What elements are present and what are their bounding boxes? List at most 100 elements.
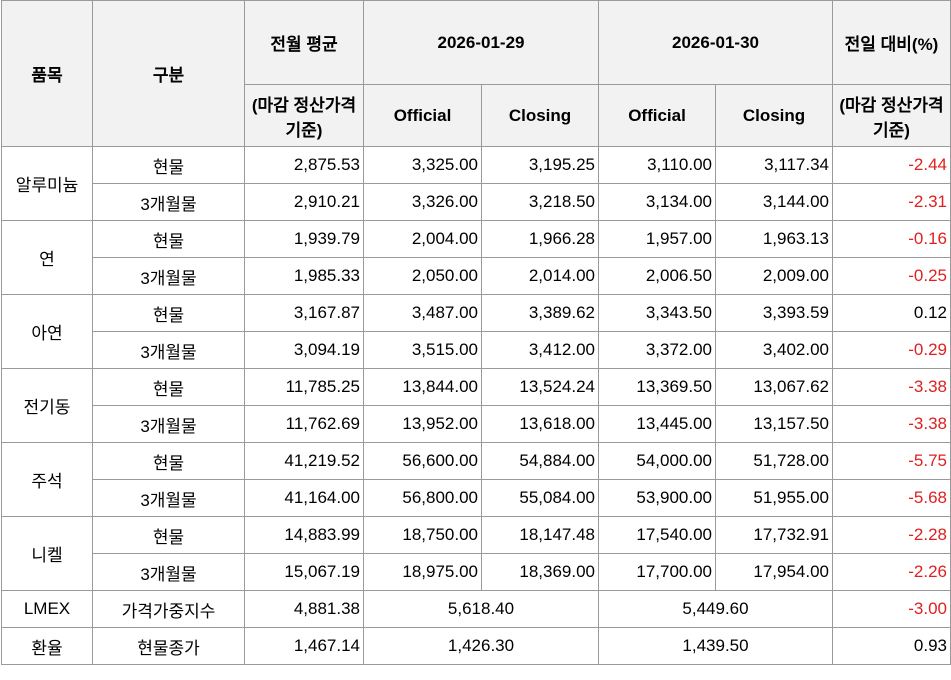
value-cell: 3,218.50: [481, 183, 599, 221]
value-cell: 18,750.00: [363, 516, 482, 554]
type-cell: 현물: [92, 442, 245, 480]
value-cell: 2,004.00: [363, 220, 482, 258]
value-cell: 2,009.00: [715, 257, 833, 295]
type-cell: 3개월물: [92, 257, 245, 295]
value-cell: 51,955.00: [715, 479, 833, 517]
value-cell: 3,412.00: [481, 331, 599, 369]
data-row: 3개월물 15,067.19 18,975.00 18,369.00 17,700.00…: [2, 553, 951, 591]
value-cell: 53,900.00: [598, 479, 716, 517]
type-cell: 3개월물: [92, 553, 245, 591]
change-cell: -2.26: [832, 553, 951, 591]
value-cell: 17,954.00: [715, 553, 833, 591]
item-cell: 환율: [1, 627, 93, 665]
data-row: 니켈 현물 14,883.99 18,750.00 18,147.48 17,540.00…: [1, 516, 951, 591]
value-cell: 13,952.00: [363, 405, 482, 443]
value-cell: 41,219.52: [244, 442, 364, 480]
value-cell: 18,975.00: [363, 553, 482, 591]
data-row: LMEX 가격가중지수 4,881.38 5,618.40 5,449.60 -3.00: [1, 590, 951, 628]
change-cell: 0.93: [832, 627, 951, 665]
data-row: 아연 현물 3,167.87 3,487.00 3,389.62 3,343.50 3,39…: [1, 294, 951, 369]
change-cell: -3.00: [832, 590, 951, 628]
prev-avg-header: 전월 평균: [244, 0, 364, 85]
value-cell: 13,369.50: [598, 368, 716, 406]
value-cell: 1,966.28: [481, 220, 599, 258]
value-cell: 54,884.00: [481, 442, 599, 480]
value-cell: 56,800.00: [363, 479, 482, 517]
type-cell: 3개월물: [92, 405, 245, 443]
data-row: 연 현물 1,939.79 2,004.00 1,966.28 1,957.00 1,963…: [1, 220, 951, 295]
value-cell: 3,326.00: [363, 183, 482, 221]
value-cell: 4,881.38: [244, 590, 364, 628]
value-cell: 3,389.62: [481, 294, 599, 332]
type-cell: 가격가중지수: [92, 590, 245, 628]
item-cell: 전기동: [1, 368, 93, 443]
value-cell: 3,515.00: [363, 331, 482, 369]
type-cell: 현물: [92, 146, 245, 184]
item-cell: 주석: [1, 442, 93, 517]
value-cell: 56,600.00: [363, 442, 482, 480]
data-row: 전기동 현물 11,785.25 13,844.00 13,524.24 13,369.5…: [1, 368, 951, 443]
data-row: 환율 현물종가 1,467.14 1,426.30 1,439.50 0.93: [1, 627, 951, 665]
value-cell: 15,067.19: [244, 553, 364, 591]
value-cell: 13,067.62: [715, 368, 833, 406]
item-cell: 연: [1, 220, 93, 295]
value-cell: 3,144.00: [715, 183, 833, 221]
value-cell: 3,195.25: [481, 146, 599, 184]
value-cell: 2,006.50: [598, 257, 716, 295]
value-cell: 3,117.34: [715, 146, 833, 184]
value-cell: 2,014.00: [481, 257, 599, 295]
value-cell: 55,084.00: [481, 479, 599, 517]
value-cell: 3,110.00: [598, 146, 716, 184]
data-row: 3개월물 3,094.19 3,515.00 3,412.00 3,372.00 3,40…: [2, 331, 951, 369]
value-cell: 3,167.87: [244, 294, 364, 332]
value-cell: 3,343.50: [598, 294, 716, 332]
item-cell: 아연: [1, 294, 93, 369]
change-cell: -0.16: [832, 220, 951, 258]
change-cell: -5.68: [832, 479, 951, 517]
value-cell: 13,524.24: [481, 368, 599, 406]
change-header: 전일 대비(%): [832, 0, 951, 85]
change-cell: -5.75: [832, 442, 951, 480]
sub-header: Official: [598, 84, 716, 147]
type-cell: 3개월물: [92, 479, 245, 517]
value-cell: 18,369.00: [481, 553, 599, 591]
date-header: 2026-01-30: [598, 0, 833, 85]
type-cell: 현물종가: [92, 627, 245, 665]
value-cell: 5,449.60: [598, 590, 833, 628]
value-cell: 2,875.53: [244, 146, 364, 184]
value-cell: 3,402.00: [715, 331, 833, 369]
type-cell: 3개월물: [92, 183, 245, 221]
header-row: 품목 구분 전월 평균 2026-01-29 2026-01-30 전일 대비(…: [1, 0, 951, 147]
value-cell: 13,618.00: [481, 405, 599, 443]
sub-header: Closing: [481, 84, 599, 147]
value-cell: 1,963.13: [715, 220, 833, 258]
value-cell: 5,618.40: [363, 590, 599, 628]
type-cell: 3개월물: [92, 331, 245, 369]
value-cell: 1,985.33: [244, 257, 364, 295]
data-row: 3개월물 41,164.00 56,800.00 55,084.00 53,900.00…: [2, 479, 951, 517]
date-header: 2026-01-29: [363, 0, 599, 85]
type-cell: 현물: [92, 368, 245, 406]
value-cell: 3,393.59: [715, 294, 833, 332]
item-header: 품목: [1, 0, 93, 147]
data-row: 3개월물 1,985.33 2,050.00 2,014.00 2,006.50 2,00…: [2, 257, 951, 295]
change-cell: -2.31: [832, 183, 951, 221]
value-cell: 1,957.00: [598, 220, 716, 258]
change-cell: -3.38: [832, 405, 951, 443]
header-row: (마감 정산가격 기준) Official Closing Official C…: [2, 84, 951, 147]
type-cell: 현물: [92, 220, 245, 258]
value-cell: 1,467.14: [244, 627, 364, 665]
value-cell: 11,785.25: [244, 368, 364, 406]
value-cell: 1,939.79: [244, 220, 364, 258]
value-cell: 3,134.00: [598, 183, 716, 221]
value-cell: 3,325.00: [363, 146, 482, 184]
item-cell: LMEX: [1, 590, 93, 628]
value-cell: 2,910.21: [244, 183, 364, 221]
value-cell: 13,844.00: [363, 368, 482, 406]
value-cell: 17,540.00: [598, 516, 716, 554]
value-cell: 13,157.50: [715, 405, 833, 443]
item-cell: 니켈: [1, 516, 93, 591]
data-row: 3개월물 11,762.69 13,952.00 13,618.00 13,445.00…: [2, 405, 951, 443]
change-cell: -0.25: [832, 257, 951, 295]
